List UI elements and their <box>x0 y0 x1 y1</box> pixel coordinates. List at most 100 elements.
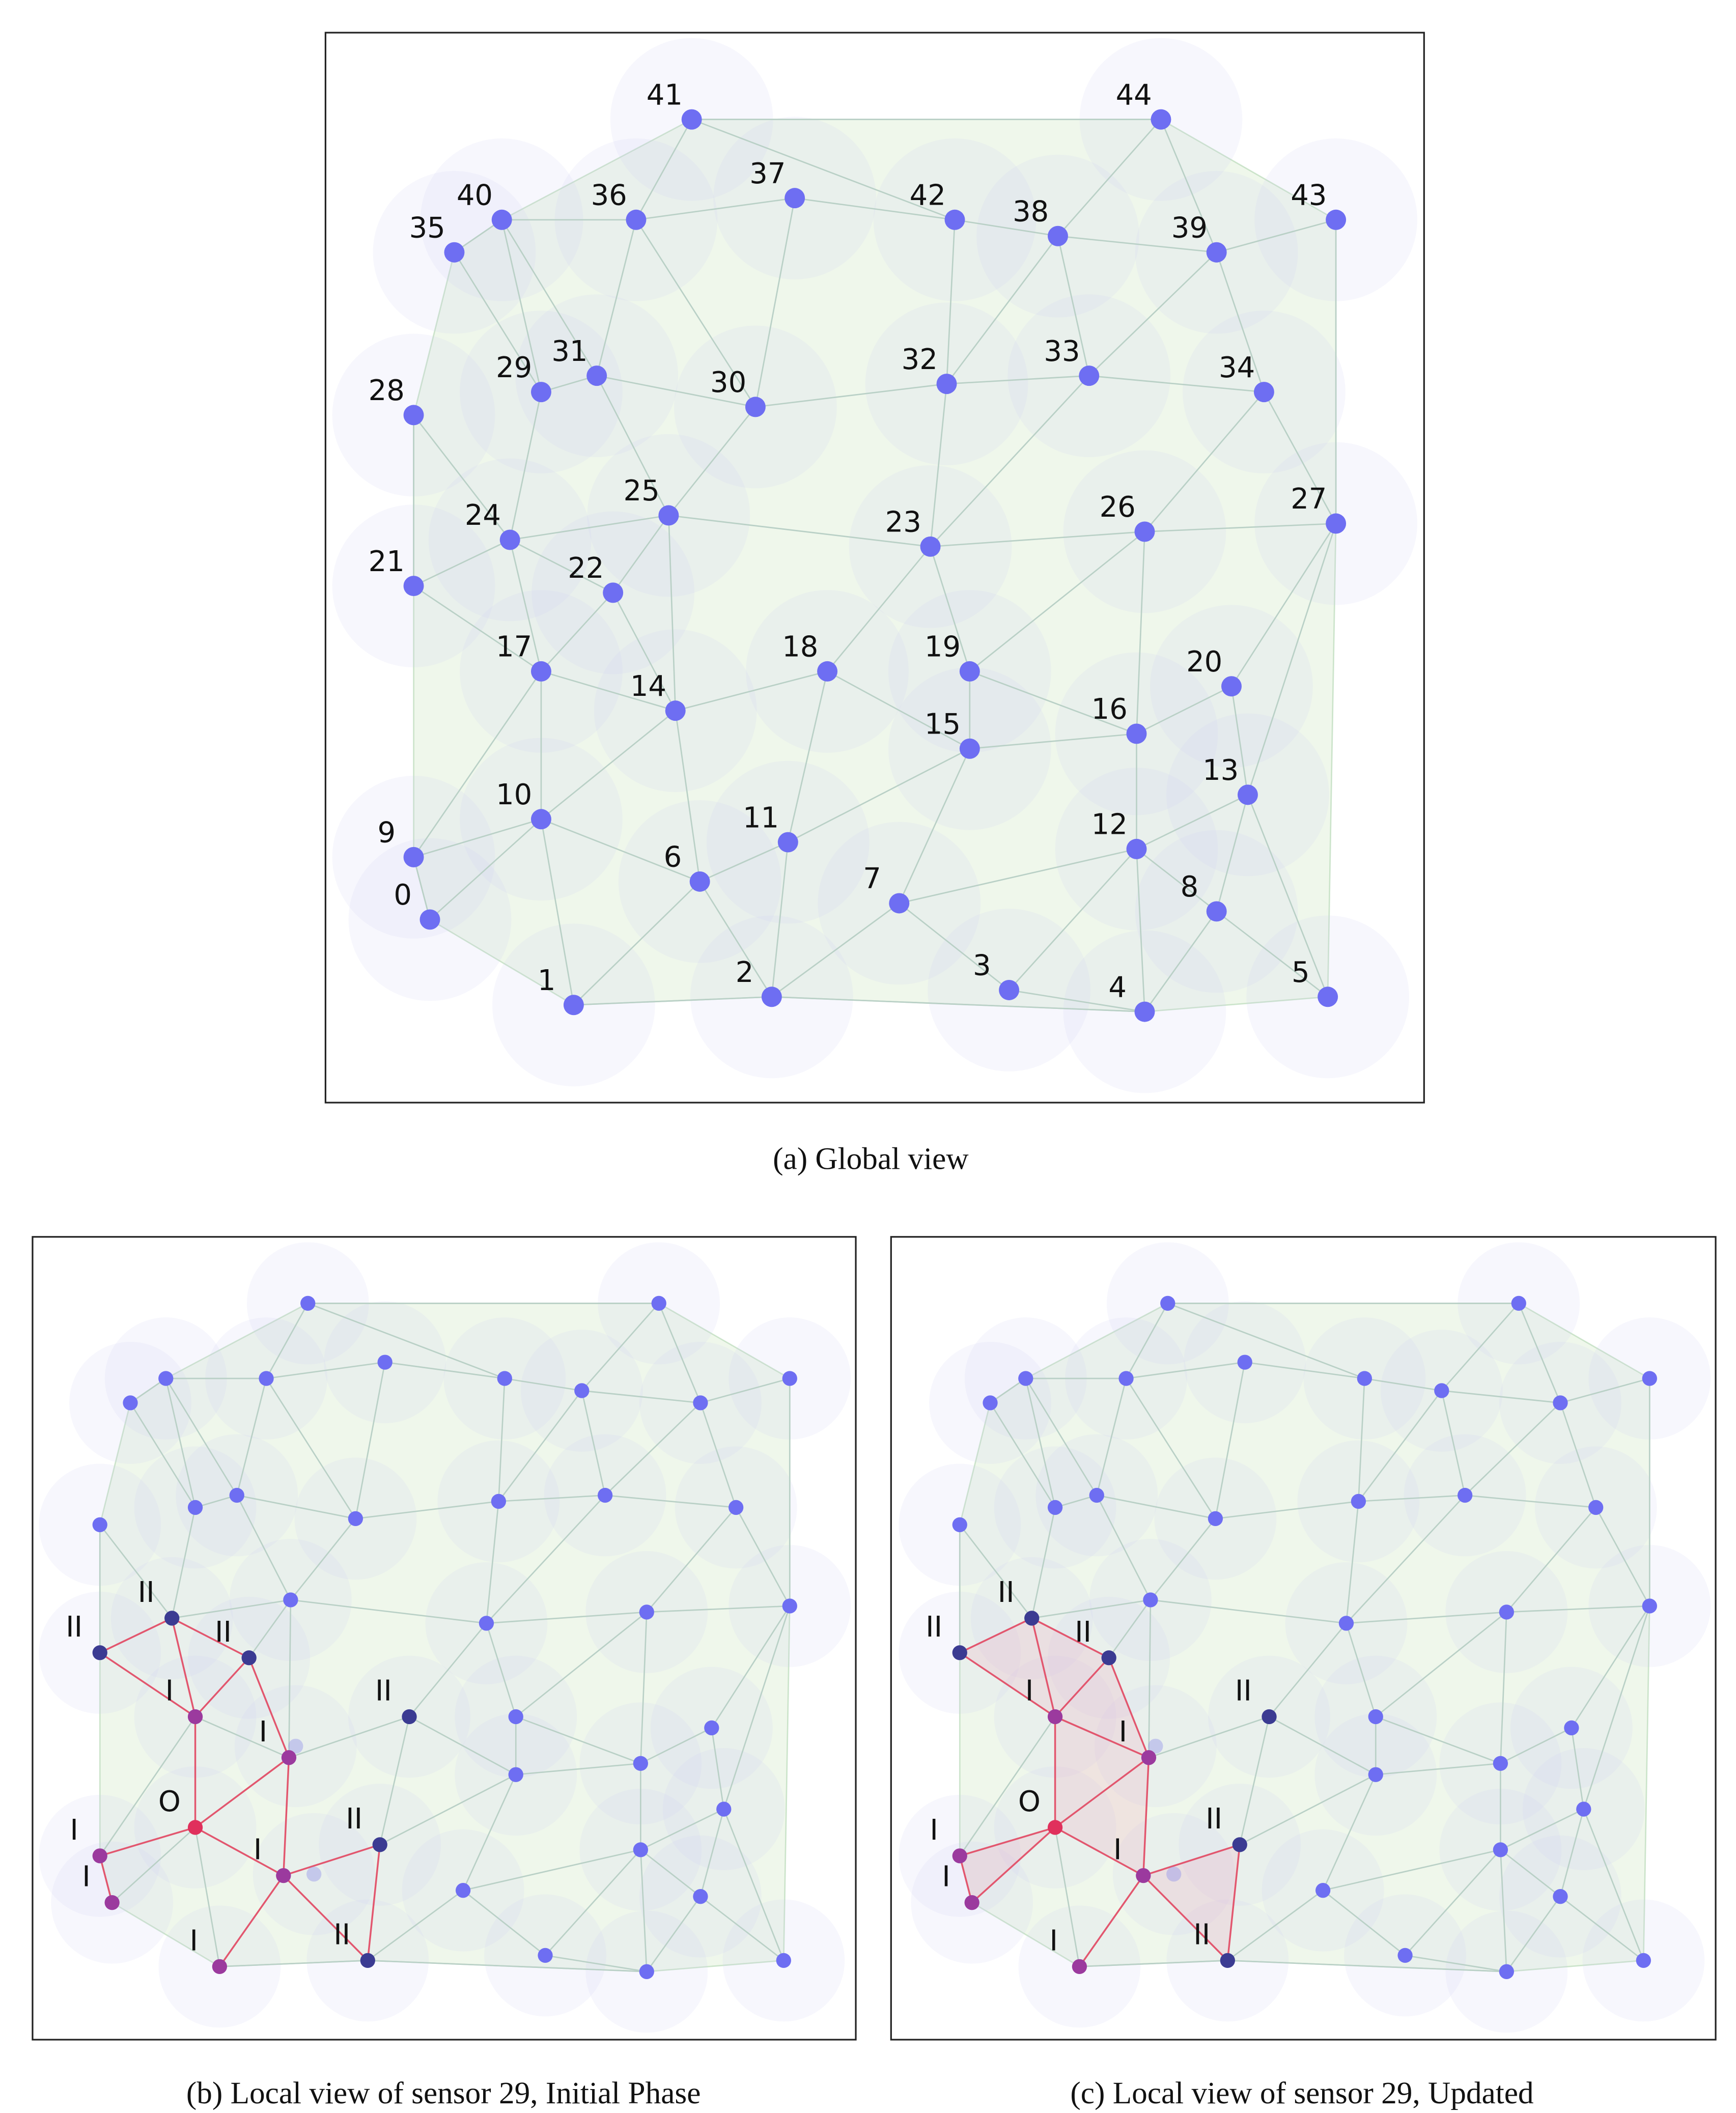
link <box>413 539 511 587</box>
link <box>165 1378 238 1496</box>
sensor <box>1397 1948 1413 1963</box>
link <box>1375 1611 1507 1717</box>
sensor <box>1237 1355 1252 1370</box>
caption: (a) Global view <box>773 1142 968 1176</box>
sensor <box>1434 1383 1449 1398</box>
local-link <box>99 1617 173 1654</box>
link <box>691 119 955 221</box>
link <box>1364 1377 1442 1392</box>
link <box>355 1501 499 1519</box>
sensor <box>403 847 424 867</box>
node-label: 19 <box>925 631 961 664</box>
sensor <box>574 1383 590 1398</box>
link <box>1009 989 1145 1012</box>
local-link <box>218 1875 285 1967</box>
hop-label: II <box>66 1611 82 1644</box>
link <box>1054 1827 1080 1967</box>
sensor <box>1047 226 1068 246</box>
link <box>545 1955 647 1973</box>
link <box>509 540 542 672</box>
sensor <box>1338 1616 1354 1631</box>
link <box>486 1611 647 1624</box>
local-link <box>1142 1757 1150 1876</box>
sensor <box>1499 1604 1514 1620</box>
link <box>307 1303 505 1379</box>
local-sensor <box>1232 1837 1247 1852</box>
sensor <box>1553 1889 1568 1904</box>
link <box>1560 1377 1650 1404</box>
node-label: 18 <box>782 631 818 664</box>
sensor <box>1237 784 1258 805</box>
sensor <box>259 1371 274 1386</box>
link <box>827 670 970 749</box>
sensor <box>419 909 440 930</box>
node-label: 9 <box>377 816 396 850</box>
sensor <box>1089 1487 1104 1503</box>
sensor <box>1326 209 1347 230</box>
link <box>1358 1378 1365 1502</box>
sensor <box>603 582 624 603</box>
link <box>581 1303 660 1391</box>
link <box>604 1402 701 1496</box>
link <box>171 1507 196 1619</box>
node-label: 20 <box>1186 645 1222 679</box>
link <box>515 1716 641 1764</box>
link <box>1247 794 1329 997</box>
link <box>700 1377 790 1404</box>
sensor <box>920 536 941 557</box>
link <box>1323 1849 1501 1891</box>
local-sensor <box>92 1645 107 1660</box>
node-label: 10 <box>496 778 532 811</box>
hop-label: I <box>259 1715 268 1749</box>
sensor <box>300 1295 316 1311</box>
link <box>1269 1716 1376 1776</box>
local-sensor <box>281 1750 297 1765</box>
link <box>1126 1361 1245 1379</box>
link <box>1144 523 1336 532</box>
local-link <box>1226 1844 1241 1961</box>
local-link <box>971 1826 1056 1903</box>
sensor <box>348 1511 363 1527</box>
sensor <box>1642 1598 1657 1614</box>
node-label: 27 <box>1291 483 1327 516</box>
sensor <box>936 374 957 395</box>
link <box>1230 523 1337 687</box>
link <box>541 819 701 883</box>
node-label: 39 <box>1171 211 1208 244</box>
link <box>290 1599 487 1624</box>
estimated-region <box>1031 1618 1149 1758</box>
local-link <box>1108 1657 1150 1758</box>
sensor <box>1206 901 1227 922</box>
link <box>501 219 598 376</box>
link <box>699 881 772 997</box>
link <box>1096 1378 1127 1496</box>
link <box>1269 1623 1347 1717</box>
link <box>1160 119 1217 253</box>
link <box>509 391 542 540</box>
sensor <box>776 1953 791 1968</box>
sensor <box>1368 1767 1383 1782</box>
link <box>288 1599 292 1758</box>
node-label: 11 <box>743 801 779 834</box>
hop-label: II <box>998 1576 1015 1609</box>
hop-label: I <box>70 1814 78 1847</box>
link <box>409 1716 516 1776</box>
sensor <box>1151 109 1171 130</box>
link <box>1500 1849 1507 1972</box>
local-sensor <box>360 1953 375 1968</box>
hop-label: II <box>346 1802 362 1836</box>
link <box>1465 1495 1596 1508</box>
hop-label: II <box>1193 1918 1210 1951</box>
sensor <box>1208 1511 1223 1527</box>
caption: (b) Local view of sensor 29, Initial Pha… <box>186 2076 701 2110</box>
sensor <box>403 405 424 426</box>
link <box>1216 219 1336 253</box>
link <box>236 1495 292 1600</box>
local-sensor <box>952 1848 967 1864</box>
sensor <box>1047 1500 1063 1515</box>
hop-label: I <box>930 1814 938 1847</box>
sensor <box>704 1720 719 1736</box>
sensor <box>639 1604 654 1620</box>
sensor <box>377 1355 393 1370</box>
node-label: 29 <box>496 351 532 384</box>
